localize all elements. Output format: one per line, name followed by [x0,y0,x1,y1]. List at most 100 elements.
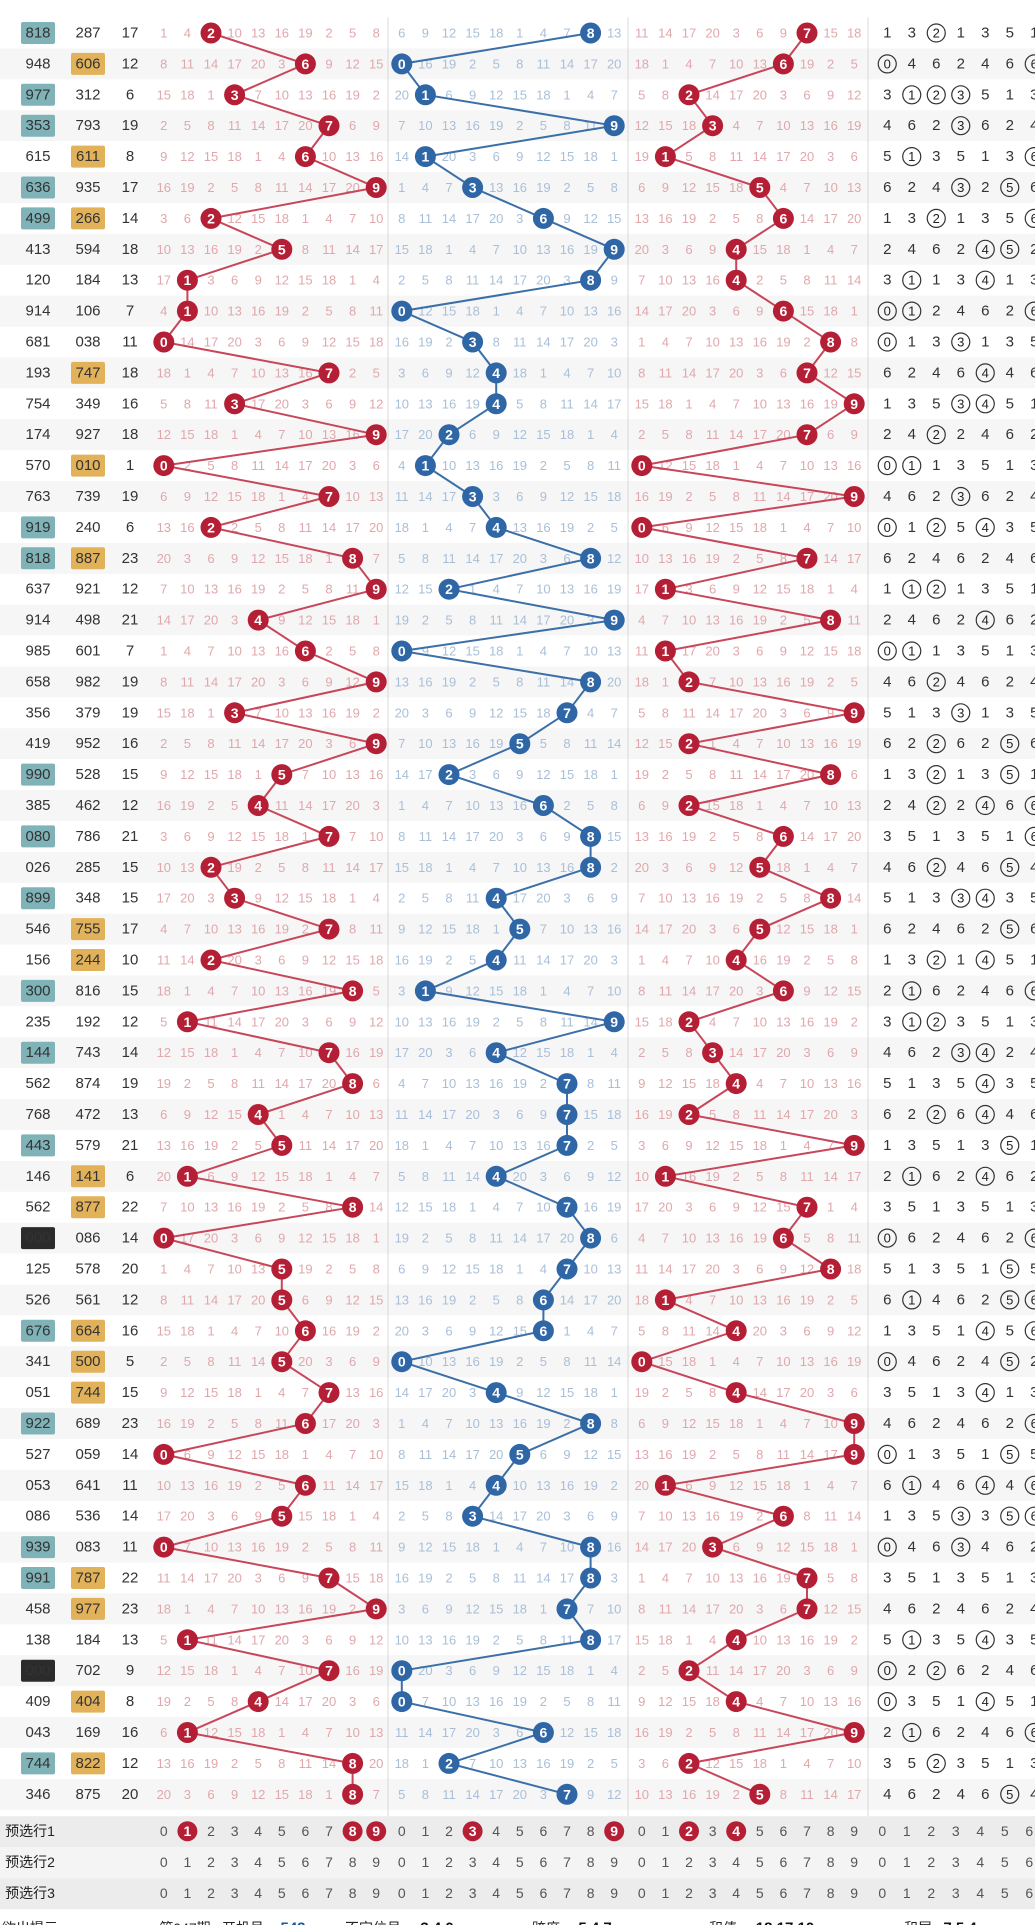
missing-count: 19 [298,26,312,41]
missing-count: 7 [469,1138,476,1153]
tail-count: 1 [981,1261,989,1278]
digit-ball [485,362,507,384]
tail-count: 5 [957,1446,965,1463]
tail-count: 5 [1006,1693,1014,1710]
row-id: 526 [25,1291,50,1308]
missing-count: 16 [395,335,409,350]
tail-count: 2 [932,1786,940,1803]
tail-count: 6 [957,1477,965,1494]
missing-count: 20 [298,118,312,133]
missing-count: 3 [780,705,787,720]
missing-count: 7 [780,1694,787,1709]
missing-count: 12 [465,983,479,998]
tail-ring [902,1630,922,1650]
tail-count: 2 [883,426,891,443]
missing-count: 2 [827,56,834,71]
digit-ball [509,733,531,755]
missing-count: 4 [662,1571,669,1586]
missing-count: 11 [299,520,313,535]
missing-count: 11 [682,705,696,720]
missing-count: 4 [516,1540,523,1555]
missing-count: 10 [442,1076,456,1091]
row-id: 419 [25,735,50,752]
tail-ring-label: 4 [982,953,989,968]
missing-count: 16 [465,118,479,133]
missing-count: 6 [325,396,332,411]
missing-count: 19 [823,1632,837,1647]
digit-ball-label: 1 [662,1168,670,1184]
digit-ball [391,640,413,662]
missing-count: 2 [160,1354,167,1369]
tail-count: 5 [1006,581,1014,598]
missing-count: 9 [662,180,669,195]
missing-count: 10 [322,767,336,782]
tail-ring [1000,239,1020,259]
missing-count: 4 [851,1200,858,1215]
digit-ball [365,1598,387,1620]
preselect-digit: 1 [184,1854,192,1870]
missing-count: 7 [756,118,763,133]
tail-count: 2 [908,550,916,567]
missing-count: 12 [369,1014,383,1029]
missing-count: 19 [658,1107,672,1122]
missing-count: 6 [160,489,167,504]
missing-count: 14 [322,520,336,535]
missing-count: 12 [369,396,383,411]
digit-ball [200,856,222,878]
digit-ball-label: 4 [732,1385,740,1401]
missing-count: 6 [184,1447,191,1462]
tail-count: 6 [1006,1724,1014,1741]
missing-count: 1 [349,273,356,288]
digit-ball-label: 7 [803,1601,811,1617]
missing-count: 3 [160,211,167,226]
missing-count: 1 [780,1138,787,1153]
preselect-digit: 8 [587,1823,595,1839]
row-sum: 15 [122,982,139,999]
row-sum: 22 [122,1570,139,1587]
missing-count: 13 [682,891,696,906]
digit-ball [843,1134,865,1156]
missing-count: 13 [823,1076,837,1091]
missing-count: 20 [227,1571,241,1586]
missing-count: 12 [560,1725,574,1740]
missing-count: 10 [583,644,597,659]
tail-count: 6 [957,921,965,938]
tail-ring [951,1043,971,1063]
missing-count: 7 [231,1601,238,1616]
missing-count: 7 [756,736,763,751]
missing-count: 7 [373,551,380,566]
missing-count: 9 [445,365,452,380]
missing-count: 12 [489,1323,503,1338]
row-sum: 11 [122,334,138,351]
preselect-ball [726,1821,747,1842]
tail-count: 3 [883,272,891,289]
missing-count: 11 [395,1725,409,1740]
missing-count: 1 [184,365,191,380]
preselect-digit: 4 [732,1854,740,1870]
missing-count: 3 [827,1385,834,1400]
missing-count: 2 [563,798,570,813]
missing-count: 19 [823,396,837,411]
tail-count: 3 [932,334,940,351]
missing-count: 2 [662,1385,669,1400]
missing-count: 9 [851,427,858,442]
digit-ball [294,146,316,168]
tail-ring [926,85,946,105]
missing-count: 8 [709,767,716,782]
missing-count: 9 [638,1694,645,1709]
missing-count: 3 [756,365,763,380]
missing-count: 12 [465,1601,479,1616]
tail-ring-label: 1 [908,983,915,998]
digit-ball-label: 5 [278,1261,286,1277]
digit-ball [153,455,175,477]
tail-count: 5 [1030,704,1035,721]
missing-count: 4 [587,705,594,720]
digit-ball [654,578,676,600]
missing-count: 12 [513,427,527,442]
tail-count: 1 [932,1199,940,1216]
tail-count: 2 [957,1724,965,1741]
row-number: 787 [75,1570,100,1587]
digit-ball-label: 1 [184,1014,192,1030]
missing-count: 11 [369,922,383,937]
missing-count: 20 [560,613,574,628]
